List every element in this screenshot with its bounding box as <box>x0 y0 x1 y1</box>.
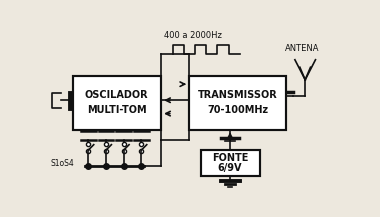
FancyBboxPatch shape <box>201 150 260 176</box>
FancyBboxPatch shape <box>189 76 286 130</box>
Text: 6/9V: 6/9V <box>218 163 242 173</box>
Text: MULTI-TOM: MULTI-TOM <box>87 105 147 115</box>
Text: ANTENA: ANTENA <box>285 44 320 53</box>
Text: FONTE: FONTE <box>212 153 248 163</box>
Text: TRANSMISSOR: TRANSMISSOR <box>198 90 277 100</box>
Text: 400 a 2000Hz: 400 a 2000Hz <box>164 31 222 40</box>
FancyBboxPatch shape <box>73 76 161 130</box>
Text: 70-100MHz: 70-100MHz <box>207 105 268 115</box>
Text: S1oS4: S1oS4 <box>51 159 74 168</box>
Text: OSCILADOR: OSCILADOR <box>85 90 149 100</box>
